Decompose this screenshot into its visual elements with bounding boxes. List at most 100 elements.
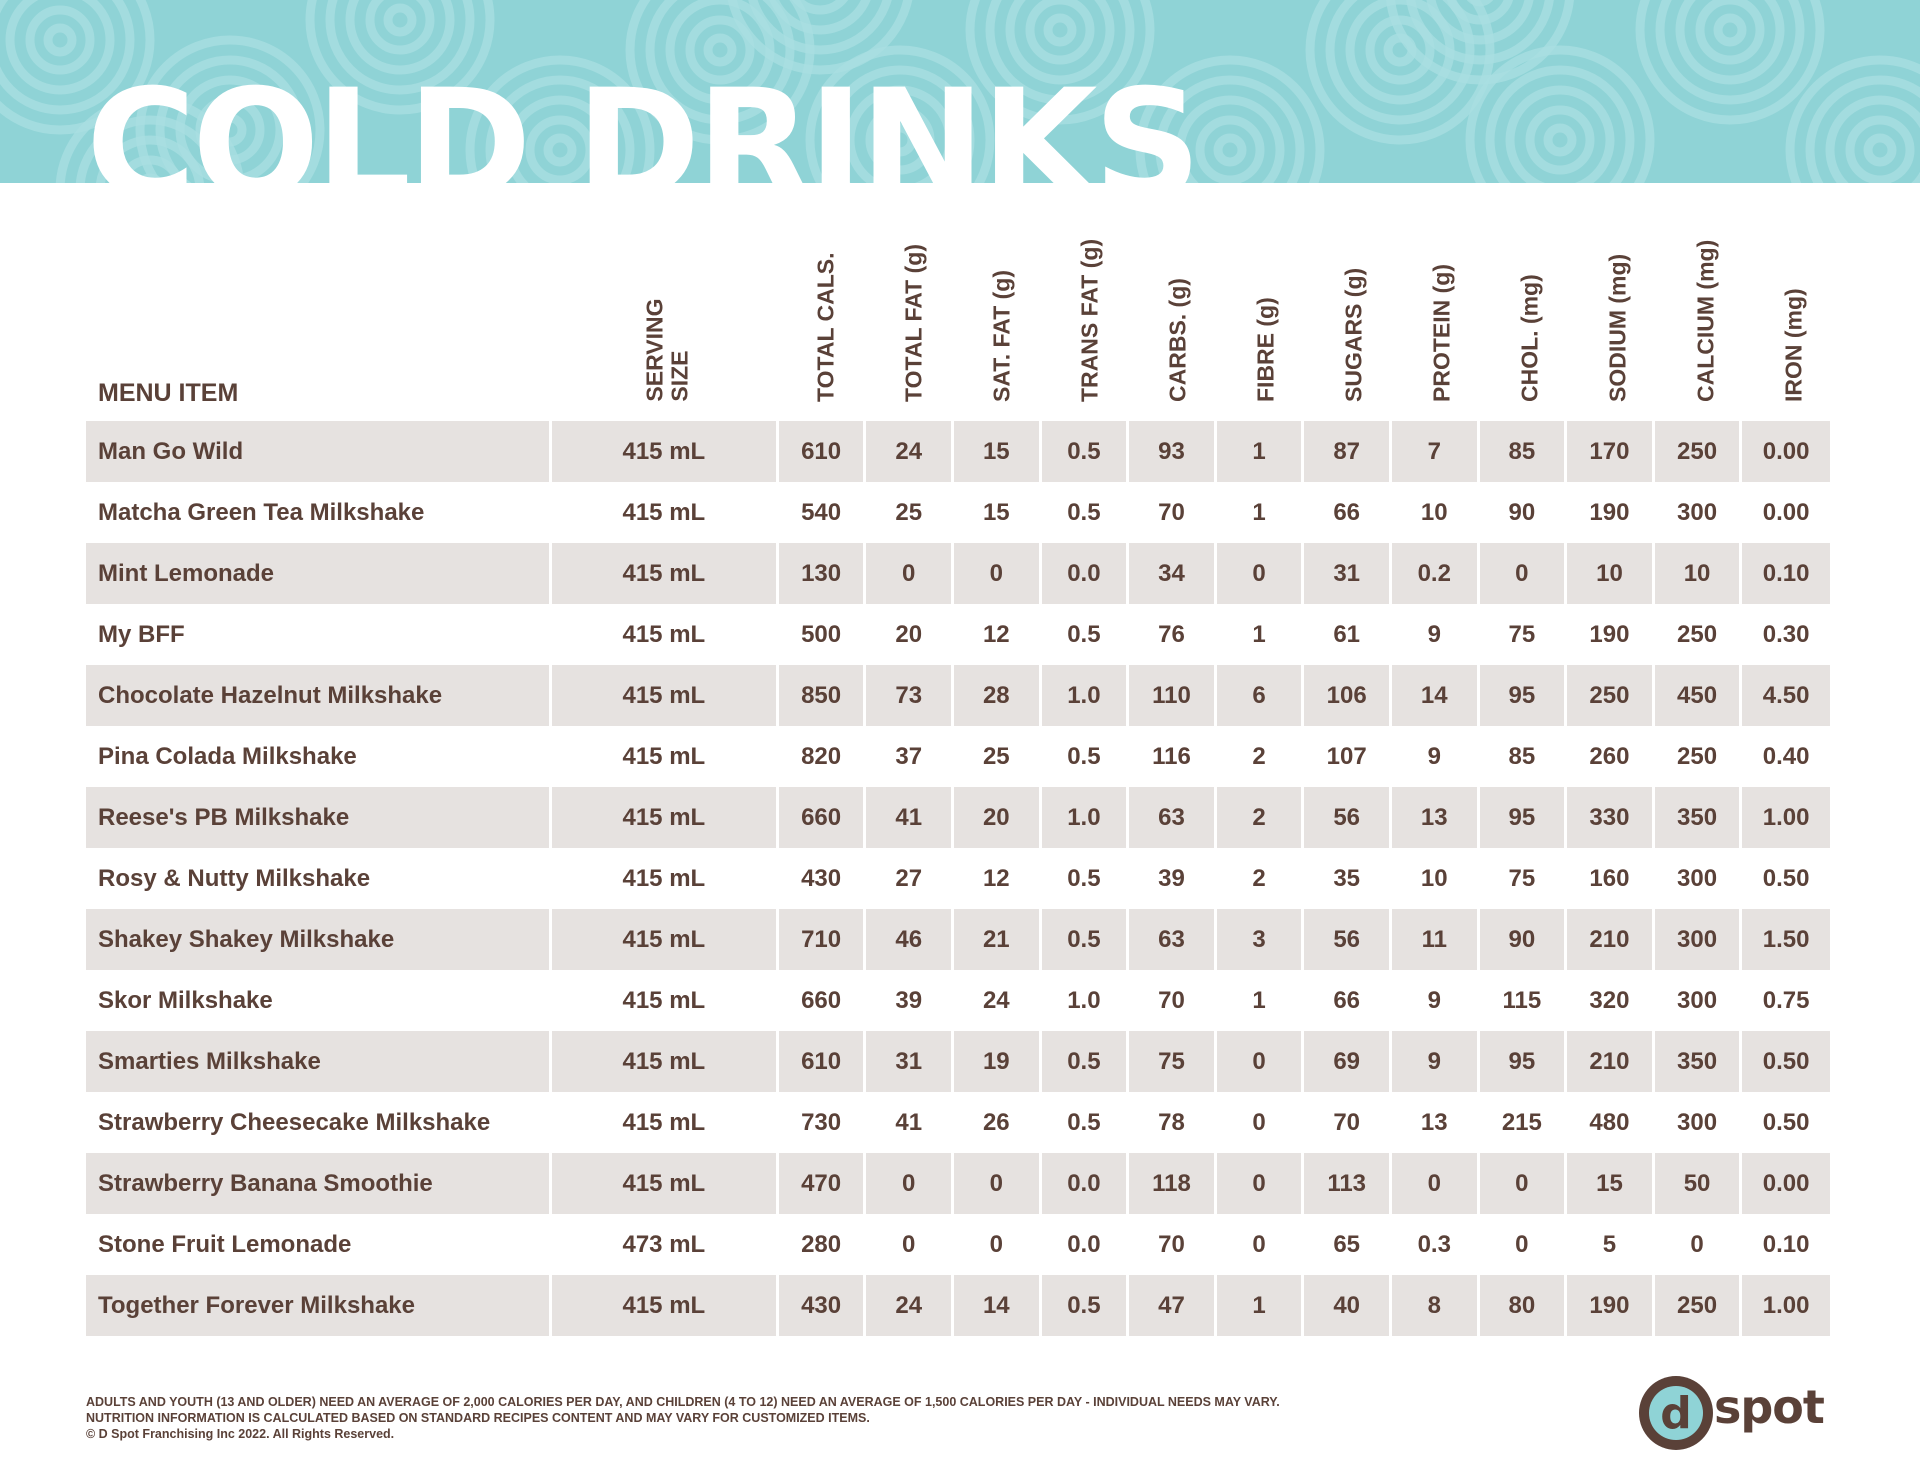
column-header-label: TOTAL CALS. — [812, 252, 839, 403]
nutrition-value: 95 — [1479, 1031, 1568, 1092]
menu-item-name: Pina Colada Milkshake — [86, 726, 552, 787]
logo-letter: d — [1660, 1388, 1692, 1439]
nutrition-value: 0 — [1217, 1214, 1305, 1275]
nutrition-value: 450 — [1654, 665, 1743, 726]
nutrition-value: 430 — [778, 1275, 867, 1336]
nutrition-value: 106 — [1304, 665, 1392, 726]
nutrition-value: 415 mL — [551, 1153, 779, 1214]
nutrition-value: 0.00 — [1742, 421, 1830, 482]
table-row: Shakey Shakey Milkshake 415 mL 710 46 21 0.5 6… — [86, 909, 1830, 970]
nutrition-value: 70 — [1129, 482, 1217, 543]
column-header: SUGARS (g) — [1310, 222, 1398, 402]
nutrition-value: 4.50 — [1742, 665, 1830, 726]
nutrition-value: 280 — [779, 1214, 867, 1275]
column-header-label: IRON (mg) — [1780, 288, 1807, 402]
menu-item-name: Skor Milkshake — [86, 970, 552, 1031]
nutrition-value: 0.30 — [1762, 620, 1810, 648]
nutrition-value: 415 mL — [552, 604, 779, 665]
nutrition-value: 0.5 — [1042, 1092, 1130, 1153]
nutrition-value: 415 mL — [551, 1031, 779, 1092]
nutrition-value: 95 — [1479, 787, 1568, 848]
nutrition-value: 1 — [1216, 421, 1305, 482]
nutrition-value: 85 — [1480, 726, 1568, 787]
menu-item-name: Together Forever Milkshake — [86, 1275, 552, 1336]
nutrition-value: 10 — [1392, 482, 1480, 543]
nutrition-value: 250 — [1654, 421, 1743, 482]
nutrition-value: 13 — [1392, 1092, 1480, 1153]
nutrition-value: 1 — [1217, 970, 1305, 1031]
nutrition-value: 6 — [1216, 665, 1305, 726]
nutrition-value: 14 — [954, 1275, 1042, 1336]
nutrition-value: 1 — [1217, 482, 1305, 543]
nutrition-value: 0.5 — [1041, 421, 1130, 482]
nutrition-value: 2 — [1216, 787, 1305, 848]
nutrition-value: 500 — [779, 604, 867, 665]
nutrition-value: 1 — [1217, 604, 1305, 665]
nutrition-value: 10 — [1654, 543, 1743, 604]
nutrition-value: 210 — [1567, 909, 1655, 970]
nutrition-value: 415 mL — [552, 1092, 779, 1153]
nutrition-value: 0.10 — [1742, 543, 1830, 604]
nutrition-value: 21 — [954, 909, 1042, 970]
nutrition-value: 39 — [1129, 848, 1217, 909]
nutrition-value: 113 — [1304, 1153, 1392, 1214]
nutrition-value: 65 — [1304, 1214, 1392, 1275]
nutrition-value: 300 — [1655, 1092, 1743, 1153]
nutrition-value: 80 — [1479, 1275, 1568, 1336]
column-header: SAT. FAT (g) — [958, 222, 1046, 402]
nutrition-value: 130 — [778, 543, 867, 604]
table-row: Man Go Wild 415 mL 610 24 15 0.5 93 1 87 7 85 170 25… — [86, 421, 1830, 482]
nutrition-value: 320 — [1567, 970, 1655, 1031]
nutrition-value: 0.5 — [1041, 1275, 1130, 1336]
column-header: FIBRE (g) — [1222, 222, 1310, 402]
nutrition-value: 610 — [778, 1031, 867, 1092]
nutrition-value: 15 — [954, 421, 1042, 482]
nutrition-value: 430 — [779, 848, 867, 909]
nutrition-value: 27 — [866, 848, 954, 909]
nutrition-value: 5 — [1567, 1214, 1655, 1275]
nutrition-value: 0.5 — [1042, 726, 1130, 787]
nutrition-value: 37 — [866, 726, 954, 787]
nutrition-value: 76 — [1129, 604, 1217, 665]
nutrition-value: 330 — [1567, 787, 1655, 848]
nutrition-value: 300 — [1655, 970, 1743, 1031]
nutrition-value: 3 — [1216, 909, 1305, 970]
nutrition-value: 210 — [1567, 1031, 1655, 1092]
nutrition-value: 41 — [866, 1092, 954, 1153]
page-title: COLD DRINKS — [86, 58, 1202, 183]
nutrition-value: 415 mL — [551, 787, 779, 848]
nutrition-value: 0.50 — [1762, 864, 1810, 892]
nutrition-value: 11 — [1391, 909, 1480, 970]
nutrition-value: 0 — [1216, 1031, 1305, 1092]
nutrition-value: 415 mL — [551, 1275, 779, 1336]
menu-item-name: Chocolate Hazelnut Milkshake — [86, 665, 552, 726]
nutrition-value: 1.0 — [1041, 787, 1130, 848]
nutrition-value: 66 — [1304, 970, 1392, 1031]
column-header: CALCIUM (mg) — [1662, 222, 1750, 402]
nutrition-value: 66 — [1304, 482, 1392, 543]
nutrition-value: 415 mL — [551, 543, 779, 604]
nutrition-value: 85 — [1479, 421, 1568, 482]
nutrition-value: 19 — [954, 1031, 1042, 1092]
nutrition-value: 35 — [1304, 848, 1392, 909]
nutrition-value: 660 — [778, 787, 867, 848]
nutrition-value: 250 — [1654, 1275, 1743, 1336]
nutrition-value: 2 — [1217, 726, 1305, 787]
nutrition-value: 1 — [1216, 1275, 1305, 1336]
nutrition-value: 0.10 — [1762, 1230, 1810, 1258]
nutrition-value: 9 — [1392, 604, 1480, 665]
nutrition-value: 415 mL — [552, 726, 779, 787]
column-header-label: FIBRE (g) — [1252, 297, 1279, 402]
nutrition-value: 0.0 — [1041, 543, 1130, 604]
nutrition-value: 56 — [1304, 787, 1392, 848]
menu-item-name: Mint Lemonade — [86, 543, 552, 604]
nutrition-value: 9 — [1392, 970, 1480, 1031]
nutrition-value: 90 — [1480, 482, 1568, 543]
nutrition-value: 0.5 — [1042, 482, 1130, 543]
nutrition-value: 300 — [1654, 909, 1743, 970]
nutrition-value: 350 — [1654, 787, 1743, 848]
nutrition-value: 0 — [954, 1214, 1042, 1275]
nutrition-value: 78 — [1129, 1092, 1217, 1153]
nutrition-value: 115 — [1480, 970, 1568, 1031]
table-row: Stone Fruit Lemonade 473 mL 280 0 0 0.0 70 0 65 0… — [86, 1214, 1830, 1275]
